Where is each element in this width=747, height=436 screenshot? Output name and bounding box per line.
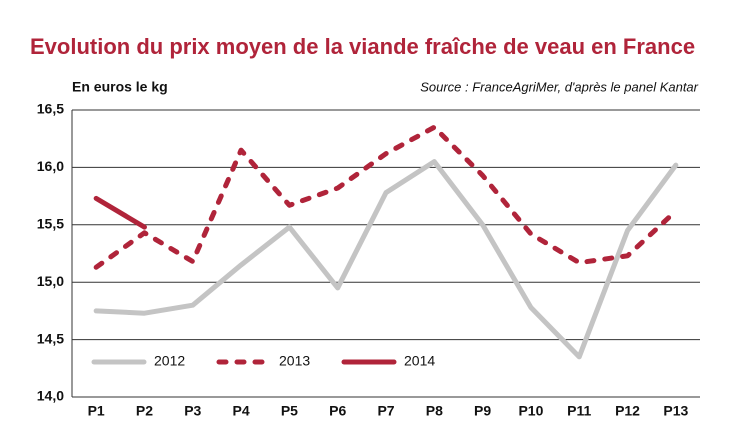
y-tick-label: 16,0 <box>37 158 64 174</box>
x-tick-label: P7 <box>377 403 394 419</box>
x-tick-label: P4 <box>233 403 250 419</box>
y-tick-label: 15,0 <box>37 273 64 289</box>
y-tick-label: 14,0 <box>37 388 64 404</box>
legend-label: 2012 <box>154 353 185 369</box>
x-tick-label: P12 <box>615 403 640 419</box>
y-tick-label: 14,5 <box>37 330 64 346</box>
x-tick-label: P11 <box>567 403 591 419</box>
legend-label: 2013 <box>279 353 310 369</box>
line-series <box>93 195 147 230</box>
x-tick-label: P3 <box>184 403 201 419</box>
x-tick-label: P8 <box>426 403 443 419</box>
source: Source : FranceAgriMer, d'après le panel… <box>420 79 698 94</box>
x-tick-label: P5 <box>281 403 298 419</box>
x-tick-label: P1 <box>88 403 105 419</box>
chart-title: Evolution du prix moyen de la viande fra… <box>30 34 695 59</box>
x-tick-label: P10 <box>518 403 543 419</box>
legend-label: 2014 <box>404 353 435 369</box>
x-tick-label: P13 <box>663 403 688 419</box>
x-tick-label: P9 <box>474 403 491 419</box>
line-series <box>93 124 679 270</box>
y-tick-label: 16,5 <box>37 101 64 117</box>
y-tick-label: 15,5 <box>37 216 64 232</box>
x-tick-label: P6 <box>329 403 346 419</box>
line-series <box>93 159 679 360</box>
x-tick-label: P2 <box>136 403 153 419</box>
y-axis-label: En euros le kg <box>72 79 168 95</box>
